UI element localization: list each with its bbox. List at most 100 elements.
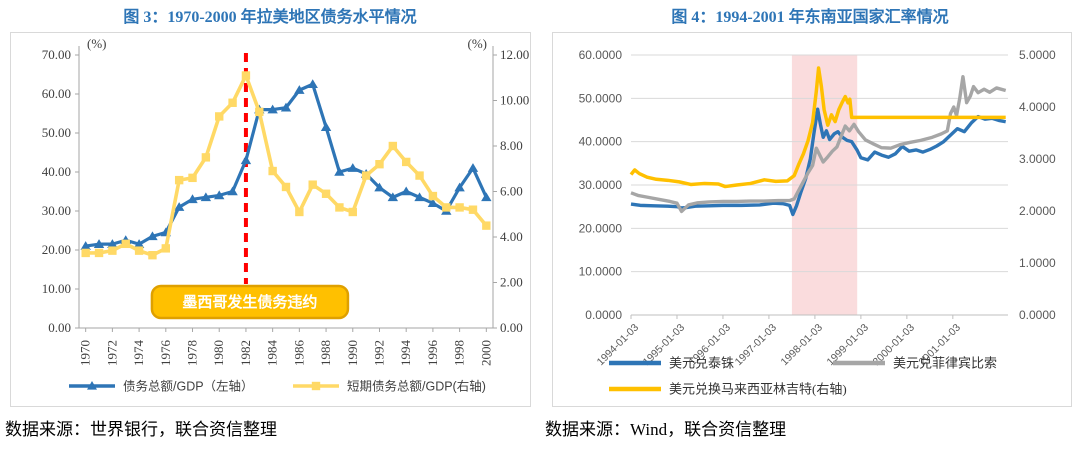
fig3-right-axis-label: 0.00 [500, 320, 523, 335]
fig3-right-axis-label: 10.00 [500, 93, 529, 108]
fig3-marker-square [308, 180, 317, 189]
fig3-marker-square [188, 173, 197, 183]
fig3-marker-square [428, 191, 438, 201]
fig3-right-axis-label: 2.00 [500, 275, 523, 290]
fig3-marker-square [335, 203, 344, 212]
fig4-left-axis-label: 30.0000 [579, 178, 623, 192]
fig3-legend-label-0: 债务总额/GDP（左轴） [123, 379, 254, 394]
fig3-right-axis-label: 4.00 [500, 229, 523, 244]
fig3-annotation-text: 墨西哥发生债务违约 [182, 293, 317, 311]
fig3-left-axis-label: 50.00 [42, 125, 71, 140]
fig3-marker-triangle [400, 186, 412, 196]
fig3-marker-square [228, 98, 237, 107]
figure3-chart-area: 0.00 10.00 20.00 30.00 40.00 50.00 60.00 70.00 0… [10, 32, 531, 407]
fig3-marker-triangle [173, 202, 185, 211]
figure3-line-chart: 0.00 10.00 20.00 30.00 40.00 50.00 60.00 70.00 0… [42, 36, 530, 394]
fig3-marker-triangle [147, 231, 158, 241]
fig3-marker-square [201, 153, 211, 162]
fig3-right-percent-label: (%) [468, 36, 488, 51]
fig3-x-tick-label: 1976 [158, 340, 173, 367]
fig4-left-axis-label: 0.0000 [585, 308, 622, 322]
fig3-x-tick-label: 1972 [104, 340, 119, 366]
fig4-series-line-2 [629, 66, 1006, 189]
fig4-right-axis-label: 2.0000 [1019, 204, 1056, 218]
fig3-marker-square [415, 171, 424, 180]
fig3-marker-square [295, 207, 304, 217]
fig3-x-tick-label: 2000 [478, 340, 493, 366]
fig3-x-tick-label: 1970 [78, 340, 93, 366]
fig4-left-axis-label: 40.0000 [579, 135, 623, 149]
fig3-marker-square [108, 246, 117, 255]
fig3-marker-square [268, 166, 277, 176]
fig4-right-axis-label: 1.0000 [1019, 256, 1056, 270]
fig3-marker-triangle [320, 122, 332, 131]
fig3-x-tick-label: 1994 [398, 340, 413, 367]
fig4-legend-label-1: 美元兑菲律宾比索 [893, 356, 997, 371]
fig3-marker-square [161, 244, 171, 253]
figure4-source: 数据来源：Wind，联合资信整理 [545, 420, 787, 439]
fig3-marker-square [401, 157, 411, 167]
fig3-right-axis-label: 8.00 [500, 138, 523, 153]
fig3-marker-triangle [227, 186, 238, 196]
fig4-x-tick-label: 1998-01-03 [779, 322, 826, 369]
fig3-left-axis-label: 40.00 [42, 164, 71, 179]
fig4-left-axis-label: 10.0000 [579, 265, 623, 279]
fig3-left-axis-label: 20.00 [42, 242, 71, 257]
fig3-marker-square [241, 71, 251, 80]
fig3-left-percent-label: (%) [87, 36, 107, 51]
fig3-marker-triangle [267, 104, 278, 114]
fig3-legend-item-1: 短期债务总额/GDP(右轴) [293, 379, 486, 394]
fig3-marker-square [442, 203, 451, 212]
fig3-legend-label-1: 短期债务总额/GDP(右轴) [347, 379, 486, 394]
fig3-marker-square [134, 246, 144, 255]
fig3-marker-triangle [481, 192, 492, 202]
fig4-legend-item-1: 美元兑菲律宾比索 [833, 356, 997, 371]
fig3-marker-triangle [200, 192, 212, 202]
fig3-marker-square [81, 248, 90, 258]
fig3-marker-square [281, 182, 291, 192]
fig3-marker-square [361, 171, 371, 180]
fig3-annotation-box [150, 284, 350, 320]
fig4-legend-item-2: 美元兑换马来西亚林吉特(右轴) [609, 382, 847, 397]
fig4-left-axis-label: 50.0000 [579, 91, 623, 105]
fig3-marker-triangle [427, 198, 439, 207]
figure4-line-chart: 0.0000 10.0000 20.0000 30.0000 40.0000 50.000… [579, 48, 1056, 397]
fig3-marker-square [215, 112, 224, 121]
fig3-marker-square [148, 251, 157, 260]
fig3-x-tick-label: 1990 [345, 340, 360, 366]
fig3-marker-square [455, 203, 464, 212]
fig3-marker-triangle [387, 192, 399, 202]
fig3-x-tick-label: 1988 [318, 340, 333, 366]
fig3-x-tick-label: 1998 [452, 340, 467, 366]
fig4-right-axis-label: 5.0000 [1019, 48, 1056, 62]
fig3-right-axis-label: 6.00 [500, 184, 523, 199]
fig3-x-tick-label: 1980 [211, 340, 226, 366]
fig3-marker-square [121, 239, 130, 249]
fig3-marker-triangle [80, 241, 91, 250]
fig3-legend-item-0: 债务总额/GDP（左轴） [69, 379, 254, 394]
fig3-marker-triangle [307, 79, 318, 89]
figure3-panel: 图 3：1970-2000 年拉美地区债务水平情况 0.00 10.00 20.00… [5, 9, 531, 439]
fig4-series-line-0 [630, 107, 1007, 217]
fig3-x-tick-label: 1982 [238, 340, 253, 366]
fig3-legend-marker-triangle [87, 381, 97, 390]
fig3-left-axis-label: 10.00 [42, 281, 71, 296]
fig3-left-axis-label: 70.00 [42, 47, 71, 62]
fig3-left-axis-label: 30.00 [42, 203, 71, 218]
figure3-title: 图 3：1970-2000 年拉美地区债务水平情况 [123, 9, 417, 26]
fig4-left-axis-label: 20.0000 [579, 221, 623, 235]
figure4-panel: 图 4：1994-2001 年东南亚国家汇率情况 0.0000 10.0000 20… [540, 0, 1080, 449]
fig3-marker-triangle [374, 182, 385, 192]
fig4-right-axis-label: 3.0000 [1019, 152, 1056, 166]
fig3-marker-triangle [294, 85, 305, 94]
figure4-title: 图 4：1994-2001 年东南亚国家汇率情况 [671, 9, 949, 26]
fig4-legend-label-0: 美元兑泰铢 [669, 356, 734, 371]
fig3-marker-triangle [187, 194, 198, 204]
fig3-marker-triangle [133, 239, 145, 248]
fig4-right-axis-label: 0.0000 [1019, 308, 1056, 322]
fig3-marker-square [348, 207, 357, 217]
fig3-marker-triangle [334, 167, 345, 176]
fig4-legend-item-0: 美元兑泰铢 [609, 356, 734, 371]
fig4-x-tick-label: 1997-01-03 [733, 322, 780, 369]
